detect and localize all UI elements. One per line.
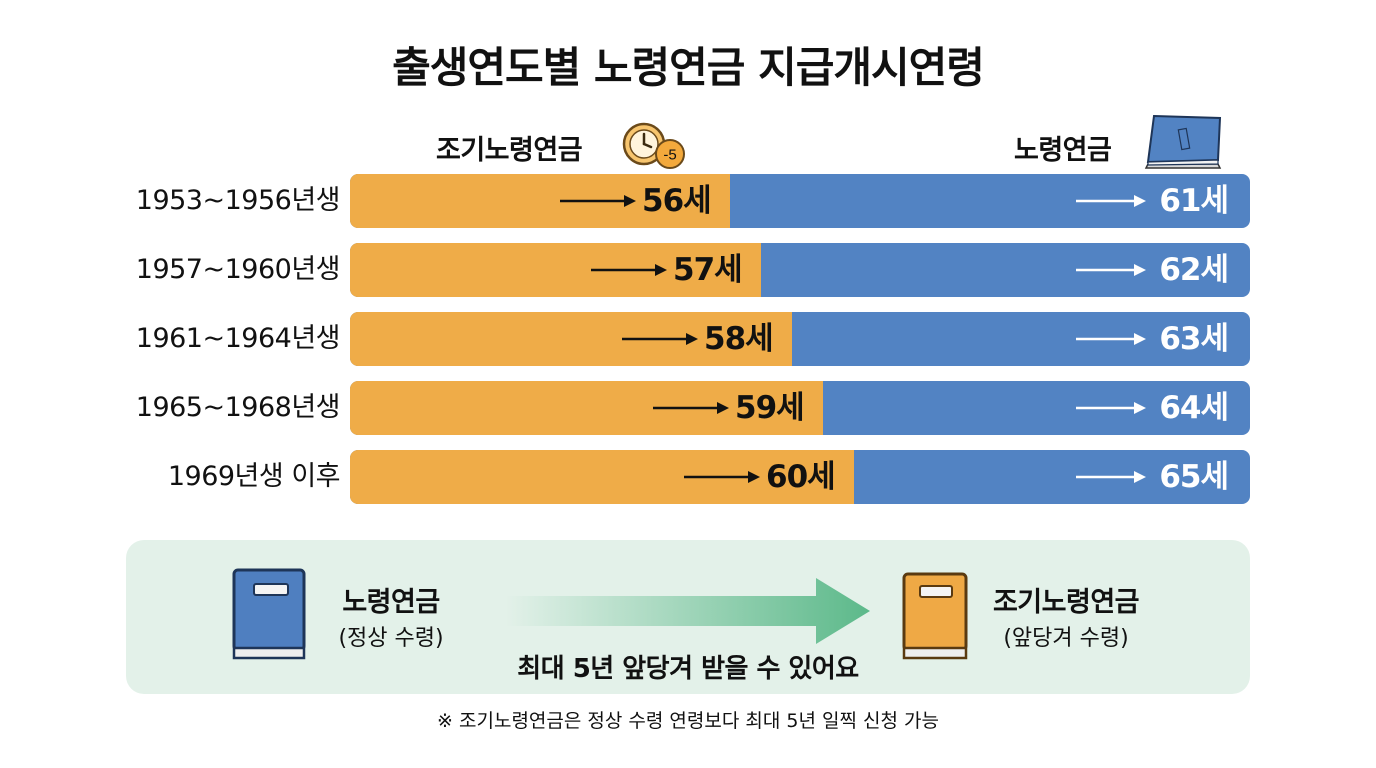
panel-early-label: 조기노령연금: [992, 587, 1140, 618]
panel-early-sub: (앞당겨 수령): [1003, 626, 1129, 651]
normal-arrow-icon: [1076, 264, 1146, 276]
normal-pension-bar: 57세 62세: [350, 243, 1250, 297]
normal-arrow-icon: [1076, 333, 1146, 345]
early-age-label: 59세: [735, 390, 805, 426]
early-arrow-icon: [653, 402, 729, 414]
normal-pension-bar: 56세 61세: [350, 174, 1250, 228]
early-arrow-icon: [560, 195, 636, 207]
normal-pension-bar: 59세 64세: [350, 381, 1250, 435]
normal-age-label: 61세: [1159, 183, 1229, 219]
info-panel: 노령연금 (정상 수령) 조기노령연금 (앞당겨 수령) 최대 5년 앞당겨 받…: [126, 540, 1250, 694]
early-age-label: 56세: [642, 183, 712, 219]
early-arrow-icon: [622, 333, 698, 345]
early-arrow-icon: [684, 471, 760, 483]
normal-age-label: 62세: [1159, 252, 1229, 288]
transition-arrow-icon: [506, 578, 870, 644]
normal-age-label: 65세: [1159, 459, 1229, 495]
blue-book-icon: [232, 568, 306, 660]
early-pension-bar: [350, 450, 854, 504]
early-age-label: 57세: [673, 252, 743, 288]
orange-book-icon: [902, 572, 968, 660]
normal-arrow-icon: [1076, 402, 1146, 414]
normal-age-label: 64세: [1159, 390, 1229, 426]
early-pension-bar: [350, 312, 792, 366]
early-age-label: 58세: [704, 321, 774, 357]
normal-pension-bar: 58세 63세: [350, 312, 1250, 366]
row-label: 1953~1956년생: [135, 185, 341, 216]
footnote: ※ 조기노령연금은 정상 수령 연령보다 최대 5년 일찍 신청 가능: [437, 710, 939, 732]
normal-pension-bar: 60세 65세: [350, 450, 1250, 504]
early-pension-bar: [350, 381, 823, 435]
row-label: 1969년생 이후: [167, 461, 341, 492]
page-title: 출생연도별 노령연금 지급개시연령: [392, 43, 985, 92]
early-pension-bar: [350, 174, 730, 228]
clock-minus-5-icon: -5: [622, 122, 685, 169]
early-age-label: 60세: [766, 459, 836, 495]
normal-arrow-icon: [1076, 195, 1146, 207]
panel-normal-label: 노령연금: [342, 587, 440, 618]
row-label: 1965~1968년생: [135, 392, 341, 423]
early-pension-bar: [350, 243, 761, 297]
normal-arrow-icon: [1076, 471, 1146, 483]
normal-age-label: 63세: [1159, 321, 1229, 357]
row-label: 1957~1960년생: [135, 254, 341, 285]
panel-message: 최대 5년 앞당겨 받을 수 있어요: [517, 654, 859, 684]
early-arrow-icon: [591, 264, 667, 276]
clock-badge-text: -5: [663, 147, 676, 164]
pension-book-icon: [1144, 114, 1222, 169]
normal-pension-header: 노령연금: [1014, 135, 1112, 166]
early-pension-header: 조기노령연금: [436, 135, 583, 166]
panel-normal-sub: (정상 수령): [338, 626, 444, 651]
row-label: 1961~1964년생: [135, 323, 341, 354]
